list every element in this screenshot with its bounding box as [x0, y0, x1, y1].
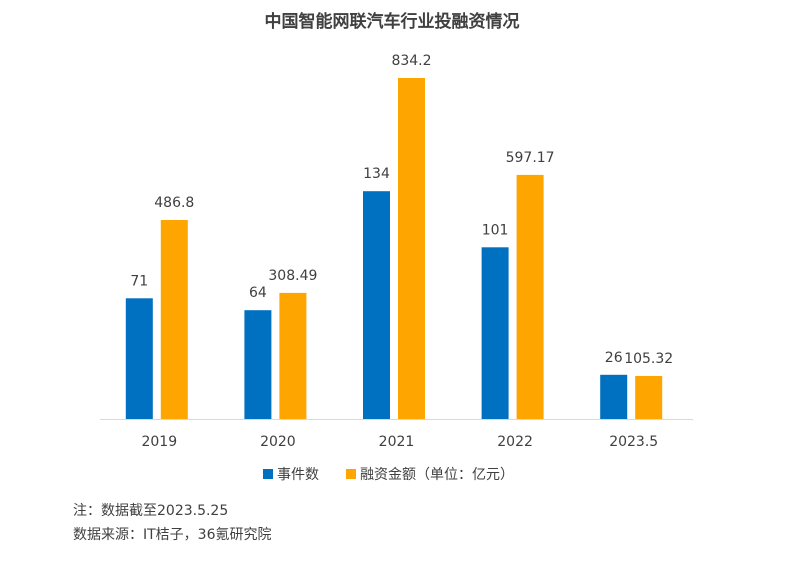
x-tick-label-2022: 2022	[497, 434, 533, 450]
bar-amount-2019	[160, 220, 188, 419]
x-tick-label-2023.5: 2023.5	[609, 434, 658, 450]
legend: 事件数 融资金额（单位：亿元）	[263, 467, 514, 483]
chart-title: 中国智能网联汽车行业投融资情况	[265, 11, 520, 32]
footnote-note: 注：数据截至2023.5.25	[73, 503, 229, 519]
data-label-events-2020: 64	[249, 285, 267, 301]
bar-events-2020	[244, 310, 272, 419]
legend-label-events: 事件数	[277, 467, 319, 483]
bar-amount-2020	[279, 292, 307, 419]
data-label-events-2019: 71	[130, 273, 148, 289]
data-label-events-2021: 134	[363, 166, 390, 182]
data-label-amount-2020: 308.49	[268, 268, 317, 284]
bar-events-2021	[363, 191, 390, 419]
x-tick-label-2021: 2021	[379, 434, 415, 450]
bar-amount-2023.5	[635, 375, 663, 419]
data-label-events-2023.5: 26	[605, 350, 623, 366]
bar-events-2023.5	[600, 374, 628, 419]
bar-events-2022	[481, 247, 509, 419]
data-label-events-2022: 101	[482, 222, 509, 238]
legend-label-amount: 融资金额（单位：亿元）	[360, 467, 514, 483]
bar-amount-2022	[516, 174, 544, 419]
legend-swatch-events	[263, 469, 273, 479]
x-tick-label-2019: 2019	[141, 434, 177, 450]
data-label-amount-2019: 486.8	[154, 195, 194, 211]
x-tick-label-2020: 2020	[260, 434, 296, 450]
footnote-source: 数据来源：IT桔子，36氪研究院	[73, 527, 272, 543]
data-label-amount-2021: 834.2	[391, 53, 431, 69]
bar-events-2019	[125, 298, 153, 419]
data-label-amount-2022: 597.17	[506, 150, 555, 166]
data-label-amount-2023.5: 105.32	[624, 351, 673, 367]
legend-swatch-amount	[346, 469, 356, 479]
bar-amount-2021	[398, 78, 425, 419]
